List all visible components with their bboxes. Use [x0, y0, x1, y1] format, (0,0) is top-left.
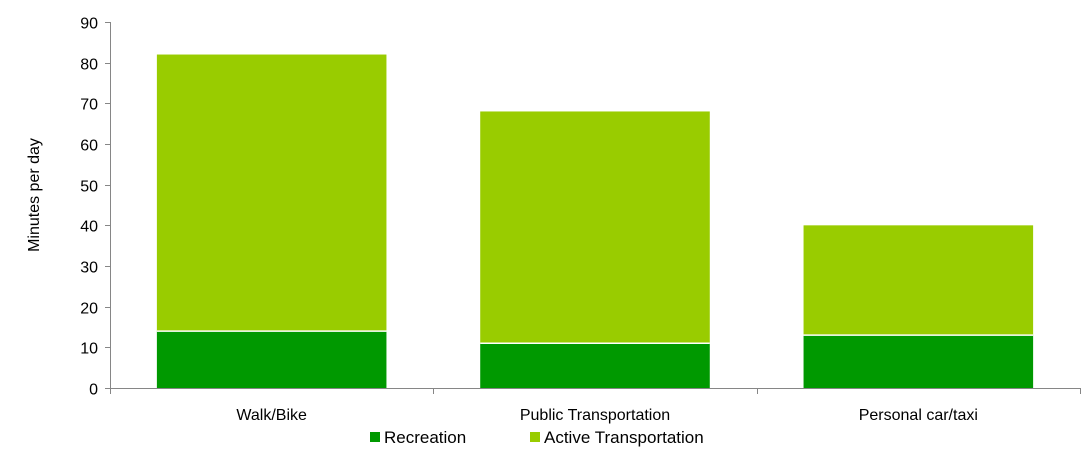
- y-tick-label: 90: [80, 16, 98, 33]
- y-tick-label: 80: [80, 57, 98, 74]
- y-tick-label: 30: [80, 260, 98, 277]
- y-tick-label: 50: [80, 179, 98, 196]
- bar-recreation-2: [803, 335, 1034, 388]
- legend-label-recreation: Recreation: [384, 428, 466, 447]
- y-axis-title: Minutes per day: [26, 138, 43, 252]
- bars: [156, 54, 1034, 388]
- x-tick-label: Walk/Bike: [236, 407, 307, 424]
- y-tick-label: 40: [80, 219, 98, 236]
- bar-active-transportation-0: [156, 54, 387, 332]
- y-tick-label: 10: [80, 341, 98, 358]
- legend-swatch-active-transportation: [530, 432, 540, 442]
- bar-active-transportation-1: [480, 111, 710, 344]
- legend-label-active-transportation: Active Transportation: [544, 428, 704, 447]
- legend: Recreation Active Transportation: [370, 428, 704, 447]
- x-axis-ticks: Walk/Bike Public Transportation Personal c…: [110, 388, 1081, 424]
- y-tick-label: 20: [80, 301, 98, 318]
- x-tick-label: Personal car/taxi: [859, 407, 978, 424]
- y-tick-label: 0: [89, 382, 98, 399]
- x-tick-label: Public Transportation: [520, 407, 670, 424]
- y-axis-ticks: 0 10 20 30 40 50 60 70 80 90: [80, 16, 110, 399]
- legend-swatch-recreation: [370, 432, 380, 442]
- y-tick-label: 60: [80, 138, 98, 155]
- bar-recreation-0: [156, 331, 387, 388]
- y-tick-label: 70: [80, 97, 98, 114]
- bar-recreation-1: [480, 343, 710, 388]
- bar-active-transportation-2: [803, 225, 1034, 336]
